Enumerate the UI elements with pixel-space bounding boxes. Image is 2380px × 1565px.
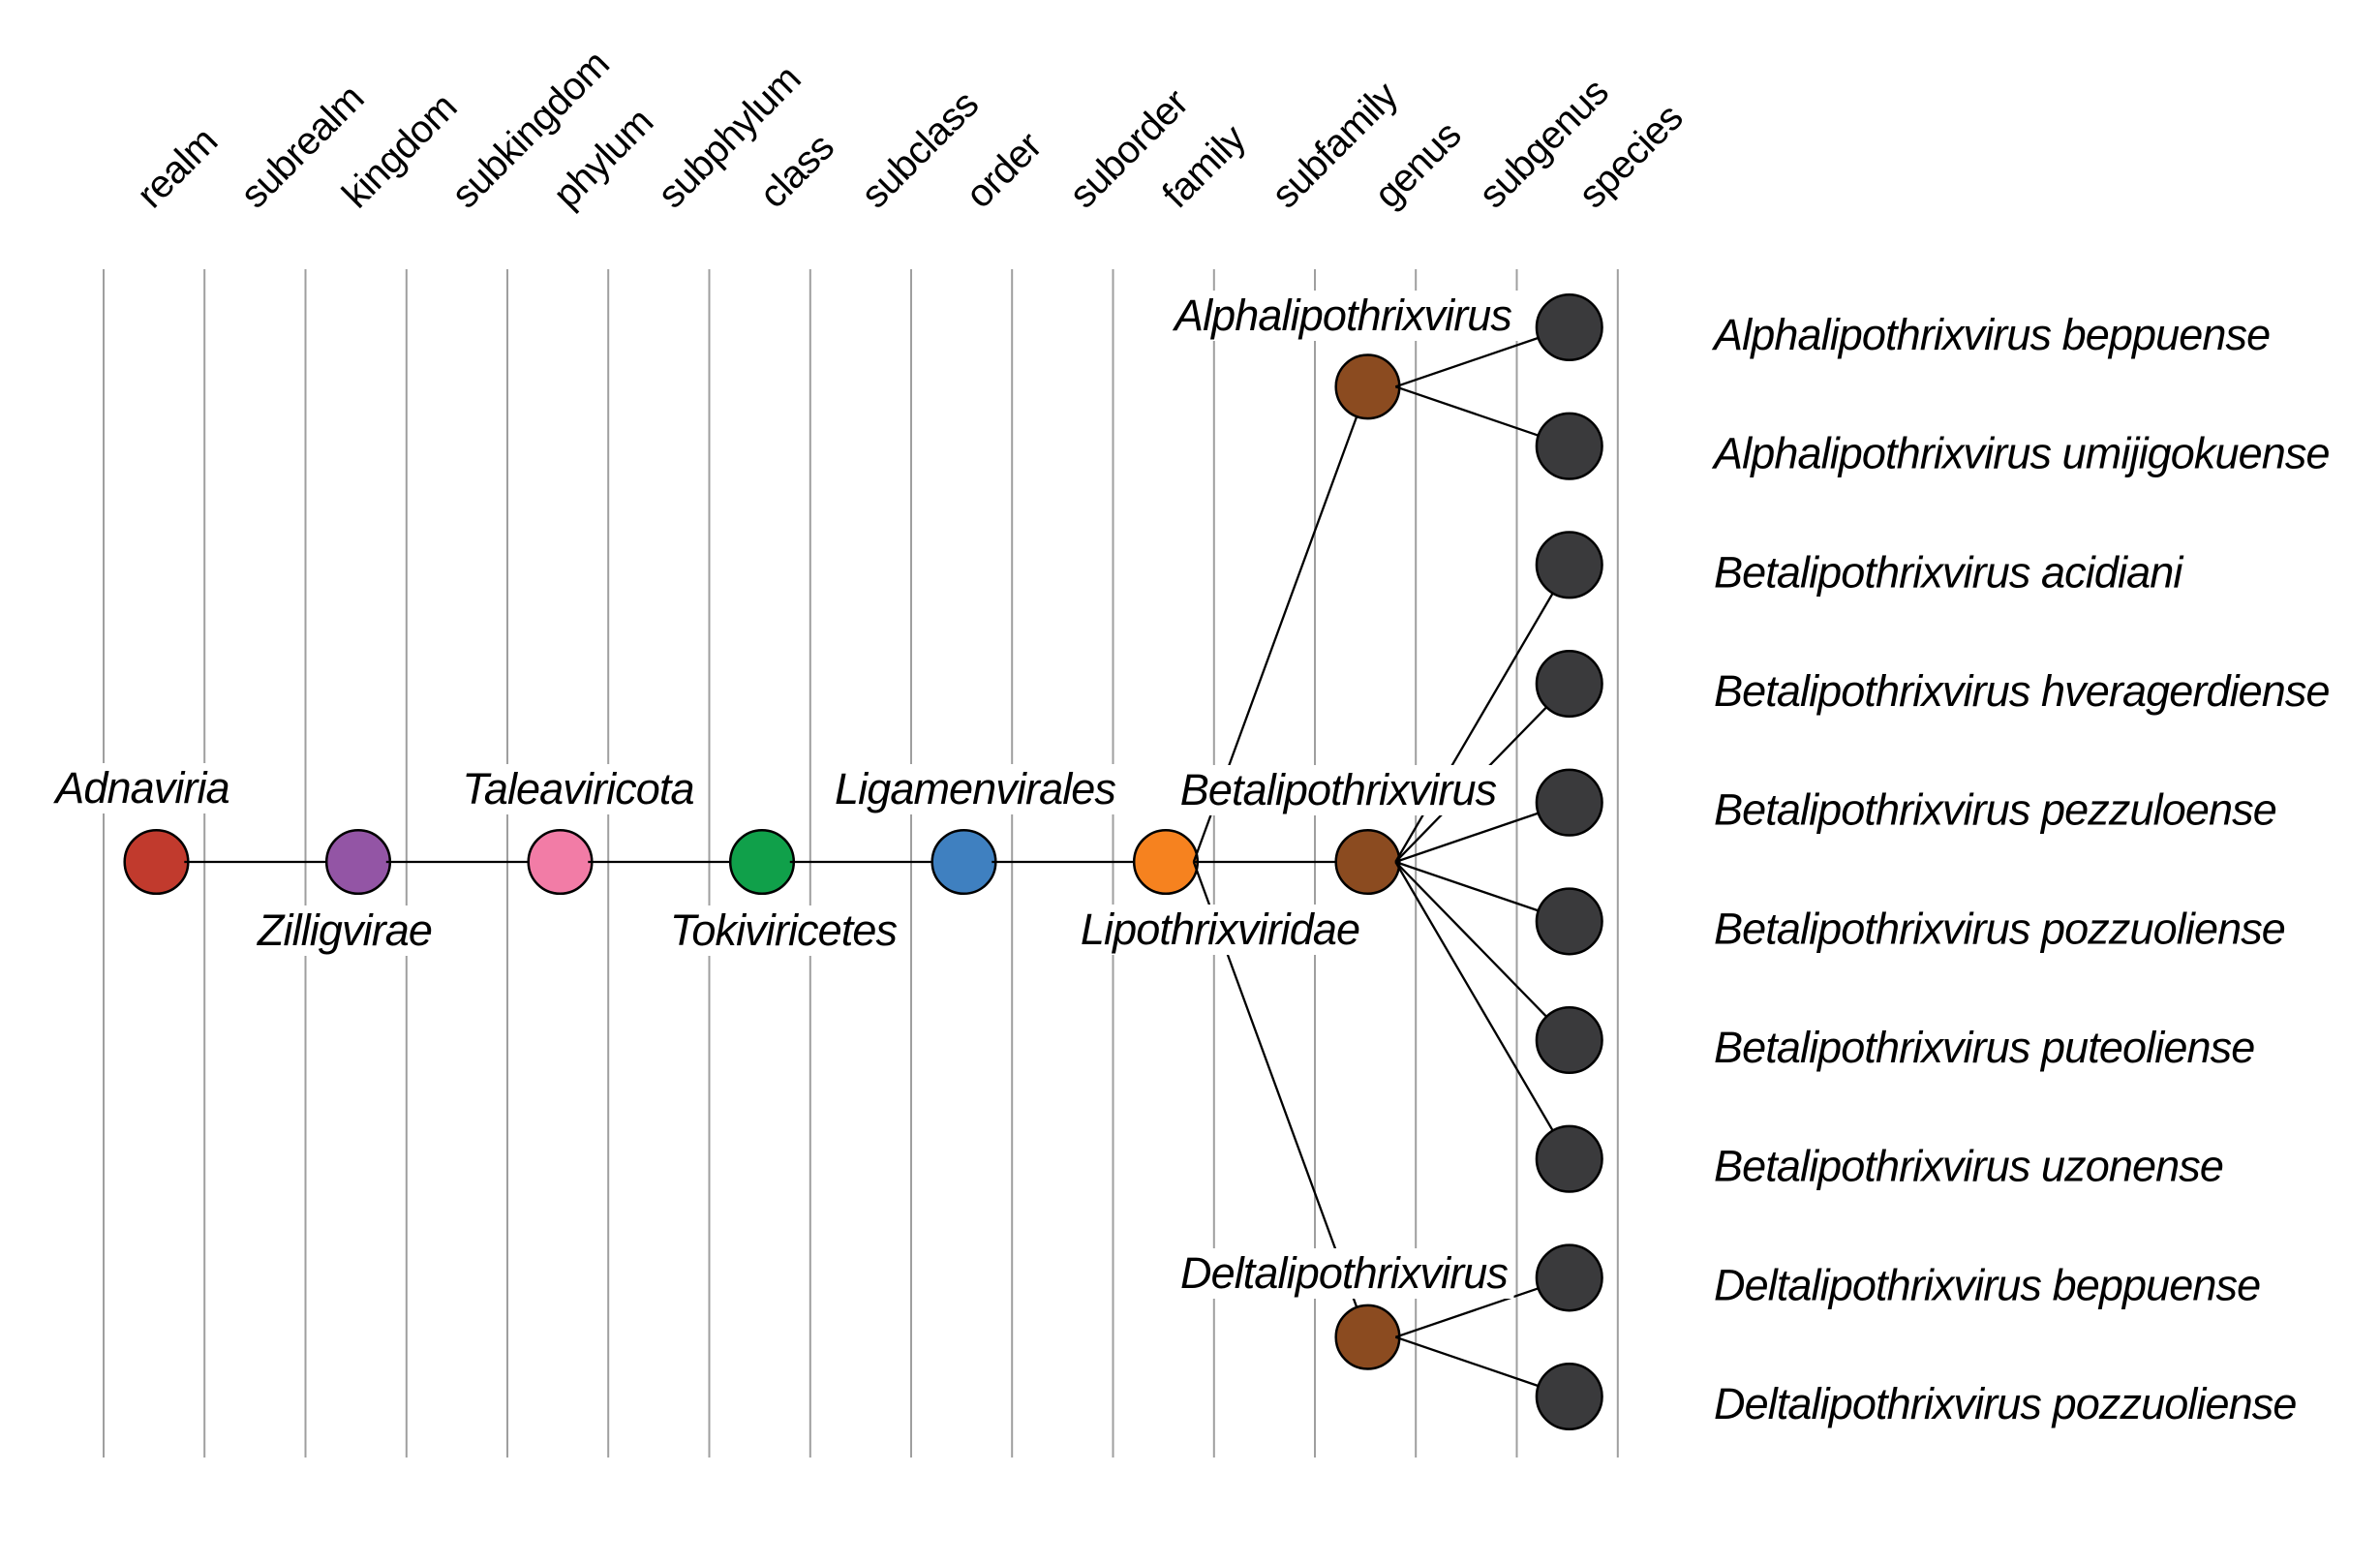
svg-text:Deltalipothrixvirus pozzuolien: Deltalipothrixvirus pozzuoliense [1714, 1379, 2297, 1428]
svg-text:Tokiviricetes: Tokiviricetes [670, 905, 898, 955]
svg-text:Betalipothrixvirus pezzuloense: Betalipothrixvirus pezzuloense [1714, 785, 2276, 835]
svg-text:Alphalipothrixvirus umijigokue: Alphalipothrixvirus umijigokuense [1711, 429, 2330, 478]
svg-text:Betalipothrixvirus: Betalipothrixvirus [1180, 765, 1497, 814]
svg-text:Zilligvirae: Zilligvirae [257, 905, 432, 955]
svg-text:Alphalipothrixvirus beppuense: Alphalipothrixvirus beppuense [1711, 310, 2270, 359]
svg-text:Adnaviria: Adnaviria [52, 763, 229, 813]
svg-text:Ligamenvirales: Ligamenvirales [835, 764, 1115, 813]
svg-text:Betalipothrixvirus pozzuoliens: Betalipothrixvirus pozzuoliense [1714, 904, 2285, 953]
svg-text:Betalipothrixvirus acidiani: Betalipothrixvirus acidiani [1714, 547, 2184, 597]
svg-text:Betalipothrixvirus puteoliense: Betalipothrixvirus puteoliense [1714, 1023, 2254, 1072]
svg-text:Taleaviricota: Taleaviricota [462, 764, 693, 813]
svg-text:Deltalipothrixvirus: Deltalipothrixvirus [1180, 1248, 1508, 1298]
svg-text:Lipothrixviridae: Lipothrixviridae [1081, 905, 1359, 954]
svg-text:Deltalipothrixvirus beppuense: Deltalipothrixvirus beppuense [1714, 1260, 2260, 1309]
svg-text:Betalipothrixvirus hveragerdie: Betalipothrixvirus hveragerdiense [1714, 666, 2330, 716]
svg-text:Alphalipothrixvirus: Alphalipothrixvirus [1172, 291, 1511, 340]
svg-text:Betalipothrixvirus uzonense: Betalipothrixvirus uzonense [1714, 1142, 2223, 1191]
